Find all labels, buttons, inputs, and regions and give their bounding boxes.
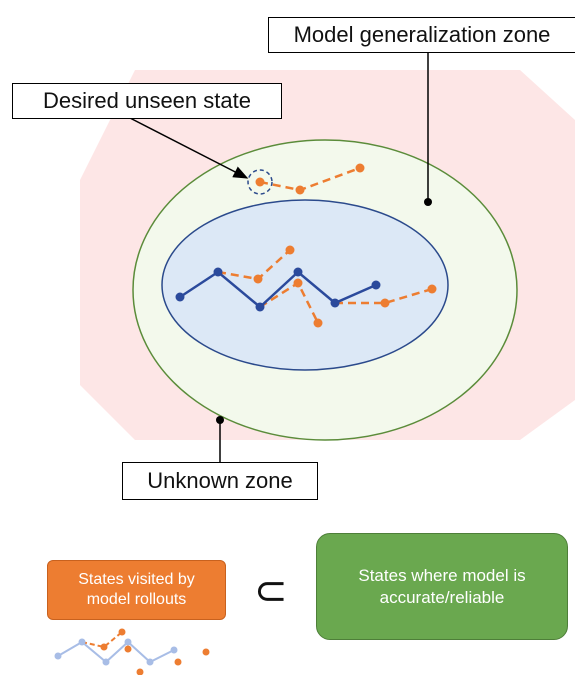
label: Unknown zone (122, 462, 318, 500)
pointer-dot (424, 198, 432, 206)
pointer-dot (216, 416, 224, 424)
mini-icon (54, 628, 210, 675)
subset-symbol: ⊂ (254, 569, 288, 613)
rollouts-box: States visited by model rollouts (47, 560, 226, 620)
label: Desired unseen state (12, 83, 282, 119)
pointer-arrow (129, 117, 249, 179)
rollout-points (253, 163, 437, 328)
desired-state-marker (247, 169, 273, 195)
accurate-box: States where model is accurate/reliable (316, 533, 568, 640)
real-points (175, 267, 381, 312)
data-ellipse (161, 199, 449, 371)
label: Model generalization zone (268, 17, 575, 53)
real-trajectory (179, 270, 377, 309)
